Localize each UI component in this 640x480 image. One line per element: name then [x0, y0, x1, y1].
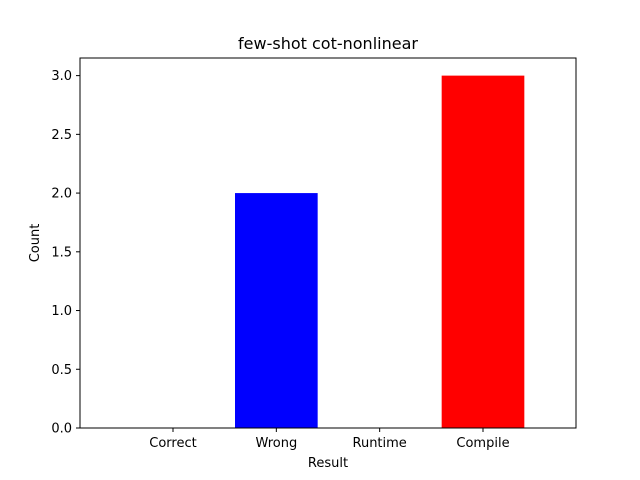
bar-compile — [441, 75, 525, 428]
x-tick-label-wrong: Wrong — [255, 436, 297, 451]
bar-wrong — [235, 193, 318, 428]
y-tick-label: 3.0 — [51, 69, 72, 84]
y-tick-label: 2.5 — [51, 128, 72, 143]
bars-group — [235, 75, 525, 428]
y-tick-label: 2.0 — [51, 187, 72, 202]
x-axis: Correct Wrong Runtime Compile — [149, 428, 510, 451]
x-tick-label-runtime: Runtime — [353, 436, 407, 451]
x-tick-label-compile: Compile — [456, 436, 509, 451]
y-tick-label: 1.0 — [51, 304, 72, 319]
y-tick-label: 0.0 — [51, 422, 72, 437]
y-tick-label: 0.5 — [51, 363, 72, 378]
y-axis-label: Count — [28, 224, 43, 263]
plot-frame — [79, 57, 577, 429]
chart-title: few-shot cot-nonlinear — [238, 34, 418, 53]
y-tick-label: 1.5 — [51, 245, 72, 260]
x-axis-label: Result — [308, 456, 348, 471]
y-axis: 0.0 0.5 1.0 1.5 2.0 2.5 3.0 — [51, 69, 80, 437]
x-tick-label-correct: Correct — [149, 436, 196, 451]
